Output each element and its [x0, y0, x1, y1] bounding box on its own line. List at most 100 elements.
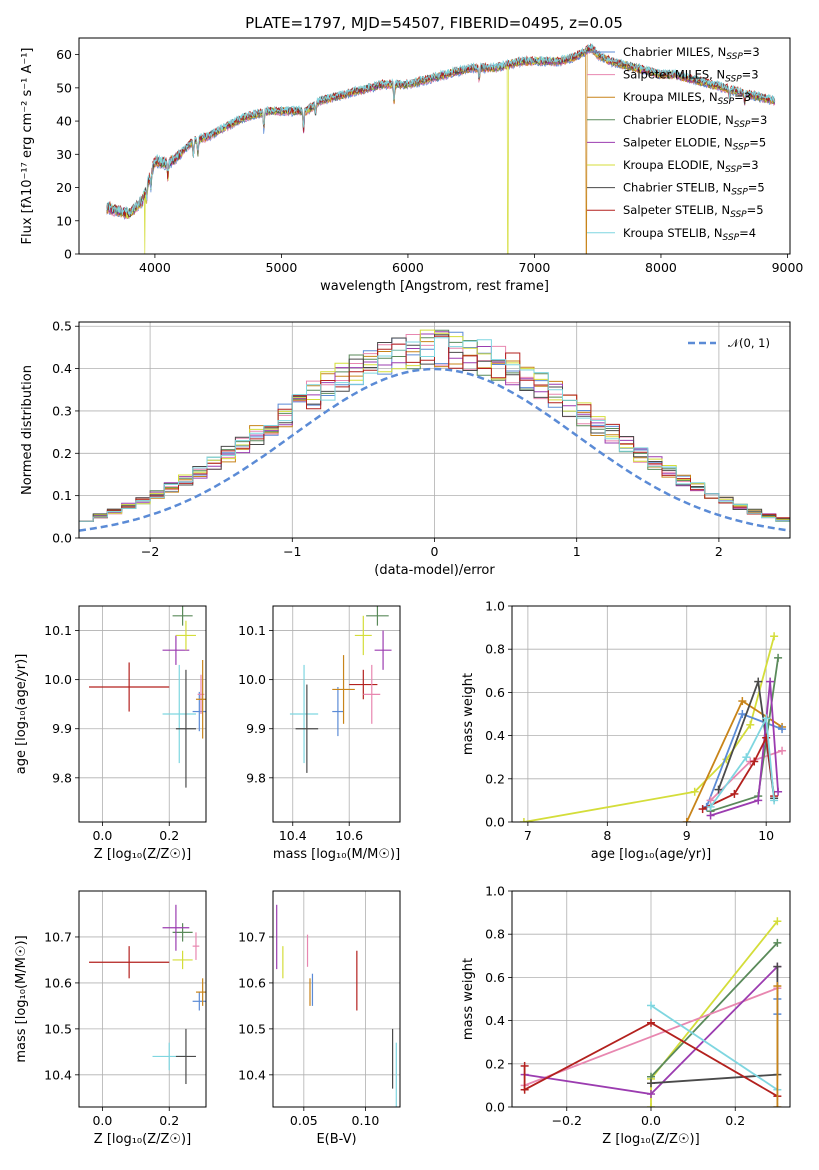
weight-vs-age-ylabel: mass weight [461, 673, 476, 755]
weight-vs-age-ytick-label: 0.2 [485, 771, 505, 786]
spectrum-xtick-label: 6000 [392, 260, 424, 275]
mass-vs-ebv-ytick-label: 10.4 [238, 1067, 266, 1082]
mass-vs-z-grid [79, 891, 206, 1107]
spectrum-xtick-label: 5000 [266, 260, 298, 275]
mass-vs-z-ylabel: mass [log₁₀(M/M☉)] [14, 935, 29, 1062]
weight-vs-age-marker [754, 796, 763, 805]
weight-vs-age-marker [742, 753, 751, 762]
weight-vs-z-marker [647, 1103, 655, 1107]
weight-vs-age-marker [690, 787, 699, 796]
mass-vs-z-ytick-label: 10.6 [44, 975, 72, 990]
weight-vs-z-series-7 [650, 1004, 778, 1091]
weight-vs-age-ytick-label: 0.6 [485, 685, 505, 700]
age-vs-z-ylabel: age [log₁₀(age/yr)] [14, 654, 29, 775]
weight-vs-z-xtick-label: −0.2 [552, 1113, 582, 1128]
mass-vs-z-frame [78, 890, 207, 1108]
weight-vs-age-marker [706, 811, 715, 820]
age-vs-z-ytick-label: 10.1 [44, 623, 72, 638]
mass-vs-ebv-ytick-label: 10.7 [238, 929, 266, 944]
weight-vs-age-xtick-label: 7 [524, 828, 532, 843]
mass-vs-z-xtick-label: 0.2 [159, 1113, 179, 1128]
legend-entry: Chabrier STELIB, NSSP=5 [623, 181, 765, 198]
weight-vs-z-marker [773, 917, 782, 926]
spectrum-xtick-label: 8000 [645, 260, 677, 275]
residuals-ytick-label: 0.2 [52, 446, 72, 461]
weight-vs-age-marker [714, 785, 723, 794]
weight-vs-z-series-3 [524, 987, 778, 1087]
mass-vs-z-ytick-label: 10.4 [44, 1067, 72, 1082]
weight-vs-age-marker [706, 802, 715, 811]
age-vs-z-ytick-label: 10.0 [44, 672, 72, 687]
age-vs-mass-ytick-label: 9.8 [246, 770, 266, 785]
weight-vs-age-marker [746, 720, 755, 729]
weight-vs-z-marker [773, 938, 782, 947]
age-vs-z-xlabel: Z [log₁₀(Z/Z☉)] [94, 847, 191, 862]
weight-vs-z-ytick-label: 0.4 [485, 1013, 505, 1028]
weight-vs-z-marker [647, 1090, 655, 1099]
residuals-ytick-label: 0.4 [52, 361, 72, 376]
weight-vs-z-ylabel: mass weight [461, 958, 476, 1040]
weight-vs-age-marker [754, 677, 763, 686]
residuals-frame [78, 321, 791, 539]
weight-vs-z-series-6 [523, 1021, 778, 1097]
residuals-xtick-label: 1 [573, 544, 581, 559]
mass-vs-z-ytick-label: 10.5 [44, 1021, 72, 1036]
residuals-ytick-label: 0.3 [52, 403, 72, 418]
age-vs-z-xtick-label: 0.0 [92, 828, 112, 843]
weight-vs-z-marker [520, 1061, 529, 1070]
mass-vs-z-panel: 0.0 0.2 10.4 10.5 10.6 10.7 Z [log₁₀(Z/Z☉)] mas… [14, 890, 207, 1147]
age-vs-mass-ytick-label: 9.9 [246, 721, 266, 736]
legend-entry: Kroupa MILES, NSSP=3 [623, 90, 751, 107]
weight-vs-z-xlabel: Z [log₁₀(Z/Z☉)] [602, 1132, 699, 1147]
mass-vs-ebv-panel: 0.05 0.10 10.4 10.5 10.6 10.7 E(B-V) [238, 890, 401, 1147]
age-vs-z-ytick-label: 9.8 [52, 770, 72, 785]
legend-entry: Chabrier MILES, NSSP=3 [623, 45, 760, 62]
weight-vs-age-marker [738, 697, 747, 706]
spectrum-ytick-label: 10 [56, 213, 72, 228]
mass-vs-ebv-xtick-label: 0.10 [352, 1113, 380, 1128]
weight-vs-z-marker [647, 1018, 655, 1027]
legend-entry: Salpeter ELODIE, NSSP=5 [623, 135, 766, 152]
histogram-6 [79, 329, 790, 522]
residuals-xlabel: (data-model)/error [374, 563, 495, 578]
residuals-panel: −2 −1 0 1 2 0.0 0.1 0.2 0.3 0.4 0.5 (data-model)/er… [20, 319, 791, 578]
weight-vs-age-marker [738, 710, 747, 718]
legend-entry: Kroupa ELODIE, NSSP=3 [623, 158, 759, 175]
weight-vs-age-xlabel: age [log₁₀(age/yr)] [591, 847, 712, 862]
residuals-ylabel: Normed distribution [20, 365, 35, 495]
weight-vs-z-ytick-label: 0.6 [485, 970, 505, 985]
weight-vs-age-marker [770, 796, 779, 805]
residuals-ytick-label: 0.0 [52, 531, 72, 546]
weight-vs-age-marker [766, 677, 775, 686]
age-vs-mass-frame [272, 605, 401, 823]
mass-vs-ebv-ytick-label: 10.5 [238, 1021, 266, 1036]
spectrum-ytick-label: 50 [56, 80, 72, 95]
spectrum-xtick-label: 9000 [772, 260, 804, 275]
weight-vs-z-series-2 [650, 942, 779, 1078]
mass-vs-ebv-grid [273, 891, 400, 1107]
weight-vs-z-ytick-label: 0.2 [485, 1056, 505, 1071]
mass-vs-ebv-frame [272, 890, 401, 1108]
histogram-9 [79, 337, 790, 522]
mass-vs-ebv-ytick-label: 10.6 [238, 975, 266, 990]
residuals-xtick-label: −2 [141, 544, 159, 559]
weight-vs-z-marker [520, 1085, 529, 1094]
mass-vs-z-xlabel: Z [log₁₀(Z/Z☉)] [94, 1132, 191, 1147]
legend-entry: Chabrier ELODIE, NSSP=3 [623, 113, 767, 130]
weight-vs-age-ytick-label: 0.8 [485, 642, 505, 657]
weight-vs-age-panel: 7 8 9 10 0.0 0.2 0.4 0.6 0.8 1.0 age [log₁₀(age/yr… [461, 599, 791, 862]
weight-vs-age-marker [770, 632, 779, 641]
weight-vs-age-marker [778, 725, 787, 734]
weight-vs-z-marker [773, 982, 782, 991]
spectrum-xtick-label: 4000 [139, 260, 171, 275]
residuals-legend: 𝒩(0, 1) [688, 336, 770, 350]
weight-vs-age-marker [730, 789, 739, 798]
residuals-xtick-label: 2 [715, 544, 723, 559]
spectrum-panel: 4000 5000 6000 7000 8000 9000 0 10 20 30 40 50 60 wav… [20, 37, 804, 294]
residuals-ytick-label: 0.5 [52, 319, 72, 334]
age-vs-mass-grid [273, 606, 400, 822]
normal-curve [79, 367, 790, 532]
age-vs-mass-xtick-label: 10.6 [335, 828, 363, 843]
age-vs-z-xtick-label: 0.2 [159, 828, 179, 843]
